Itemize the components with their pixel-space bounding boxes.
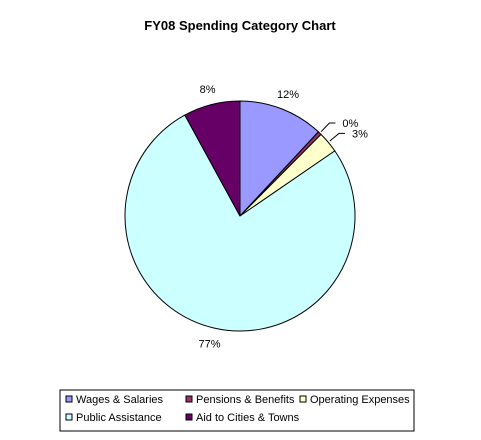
slice-percent-label: 12% xyxy=(277,89,299,101)
pie-slice-aid-to-cities-towns xyxy=(184,100,241,217)
legend-swatch xyxy=(65,395,73,403)
legend-label: Pensions & Benefits xyxy=(196,394,295,406)
pie-slice-public-assistance xyxy=(124,114,356,332)
slice-percent-label: 8% xyxy=(200,84,216,96)
legend-label: Public Assistance xyxy=(76,412,162,424)
legend-label: Aid to Cities & Towns xyxy=(196,412,300,424)
legend-box xyxy=(59,389,415,432)
pie-slice-wages-salaries xyxy=(239,100,320,218)
legend-swatch xyxy=(185,413,193,421)
chart-title: FY08 Spending Category Chart xyxy=(144,18,336,33)
pie-slices xyxy=(124,100,356,332)
pie-labels: 12% 0%3% 77% 8% xyxy=(199,84,369,350)
leader-line xyxy=(329,132,346,142)
legend: Wages & Salaries Pensions & Benefits Opera… xyxy=(65,394,410,424)
legend-swatch xyxy=(185,395,193,403)
legend-swatch xyxy=(299,395,307,403)
leader-line xyxy=(320,122,336,133)
slice-percent-label: 3% xyxy=(352,128,368,140)
legend-swatch xyxy=(65,413,73,421)
slice-percent-label: 77% xyxy=(199,338,221,350)
slice-percent-label: 0% xyxy=(342,118,358,130)
legend-label: Operating Expenses xyxy=(310,394,410,406)
legend-label: Wages & Salaries xyxy=(76,394,164,406)
